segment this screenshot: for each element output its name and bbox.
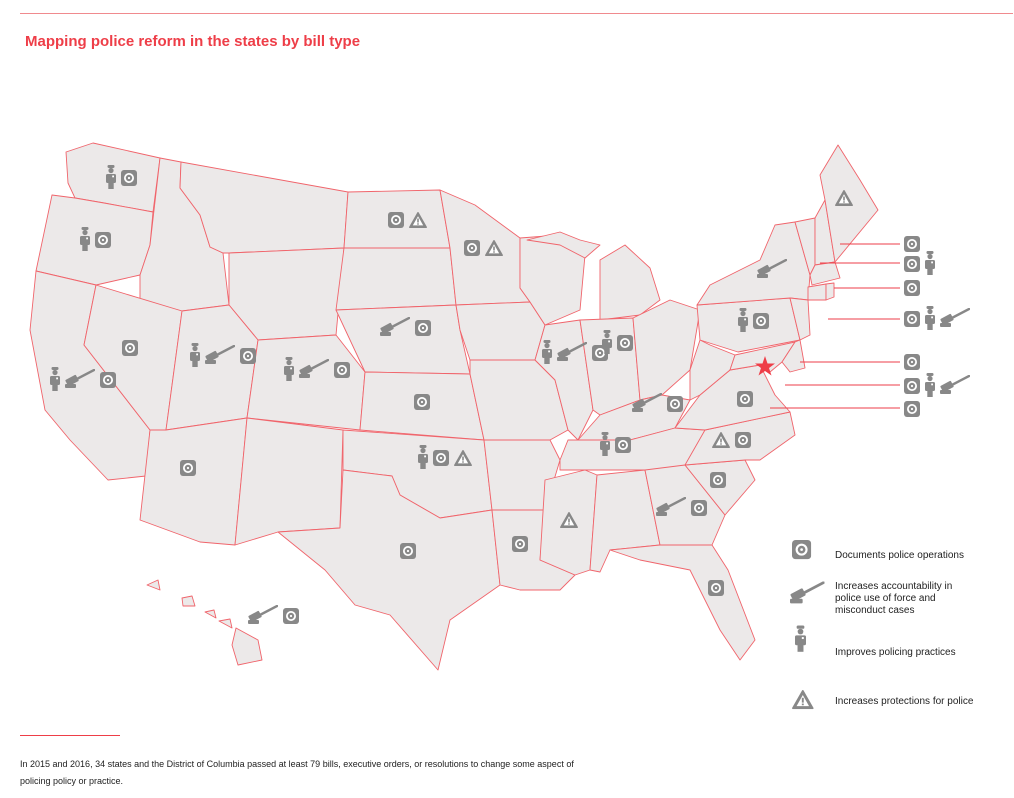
state-sd [335, 247, 457, 311]
camera-icon [400, 543, 416, 559]
state-ga [644, 464, 726, 546]
dc-star-icon [755, 356, 775, 376]
camera-icon [240, 348, 256, 364]
camera-icon [792, 540, 812, 560]
camera-icon [415, 320, 431, 336]
state-fl [609, 544, 756, 661]
state-ne [335, 304, 471, 375]
state-az [139, 417, 248, 546]
legend-label-protections: Increases protections for police [835, 696, 974, 707]
state-or [35, 194, 154, 286]
top-rule [20, 13, 1013, 14]
camera-icon [464, 240, 480, 256]
officer-icon [795, 625, 806, 652]
camera-icon [95, 232, 111, 248]
camera-icon [414, 394, 430, 410]
camera-icon [433, 450, 449, 466]
camera-icon [735, 432, 751, 448]
state-ct [807, 283, 827, 301]
gavel-icon [790, 581, 825, 605]
state-nm [234, 417, 344, 546]
officer-icon [925, 306, 935, 330]
camera-icon [904, 378, 920, 394]
camera-icon [615, 437, 631, 453]
camera-icon [904, 311, 920, 327]
page-title: Mapping police reform in the states by b… [25, 33, 361, 50]
camera-icon [904, 401, 920, 417]
gavel-icon [940, 375, 970, 395]
camera-icon [753, 313, 769, 329]
footnote: In 2015 and 2016, 34 states and the Dist… [20, 759, 574, 786]
camera-icon [334, 362, 350, 378]
gavel-icon [248, 605, 278, 625]
legend-label-practices: Improves policing practices [835, 647, 956, 658]
camera-icon [710, 472, 726, 488]
legend-label-accountability: Increases accountability in police use o… [835, 581, 953, 616]
state-ri [825, 282, 835, 301]
officer-icon [925, 251, 935, 275]
footnote-rule [20, 735, 120, 736]
camera-icon [904, 256, 920, 272]
camera-icon [904, 354, 920, 370]
officer-icon [925, 373, 935, 397]
state-co [246, 334, 366, 431]
state-ny [696, 221, 811, 306]
state-de [781, 339, 806, 373]
warning-icon [792, 690, 814, 710]
state-ia [455, 301, 546, 361]
camera-icon [904, 236, 920, 252]
camera-icon [691, 500, 707, 516]
camera-icon [904, 280, 920, 296]
camera-icon [667, 396, 683, 412]
state-tx [277, 469, 501, 671]
camera-icon [100, 372, 116, 388]
state-nj [789, 297, 811, 341]
gavel-icon [940, 308, 970, 328]
state-mi-upper [526, 231, 601, 259]
camera-icon [122, 340, 138, 356]
legend-label-documents: Documents police operations [835, 550, 964, 561]
state-ma [809, 261, 841, 286]
camera-icon [617, 335, 633, 351]
camera-icon [283, 608, 299, 624]
camera-icon [512, 536, 528, 552]
camera-icon [708, 580, 724, 596]
camera-icon [180, 460, 196, 476]
camera-icon [121, 170, 137, 186]
camera-icon [388, 212, 404, 228]
camera-icon [737, 391, 753, 407]
state-hi [146, 579, 263, 666]
